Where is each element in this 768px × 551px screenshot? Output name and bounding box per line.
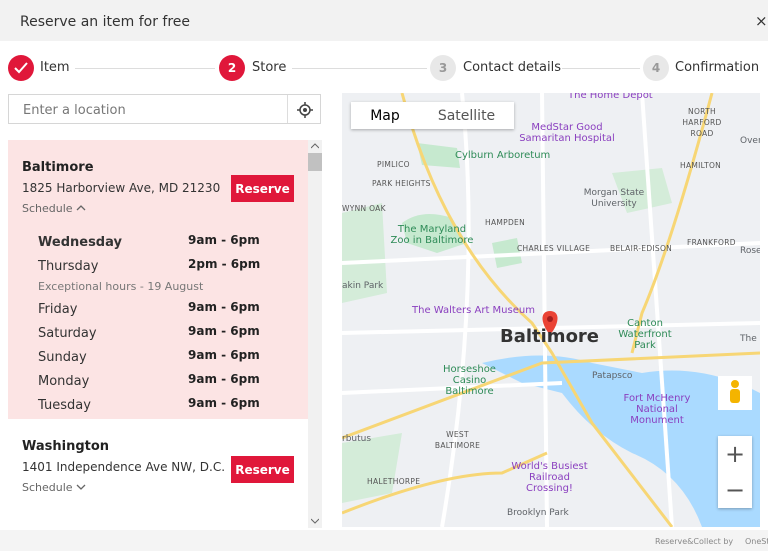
- schedule-day: Friday: [38, 302, 78, 317]
- step-connector: [75, 68, 215, 69]
- step-label: Confirmation: [675, 60, 760, 75]
- map-label: World's Busiest Railroad Crossing!: [511, 461, 588, 494]
- reserve-button[interactable]: Reserve: [231, 456, 294, 483]
- map-label: The Walters Art Museum: [412, 305, 535, 316]
- locate-button[interactable]: [297, 102, 313, 118]
- scroll-up[interactable]: [311, 143, 319, 149]
- map-label: The Maryland Zoo in Baltimore: [390, 224, 474, 246]
- schedule-hours: 9am - 6pm: [188, 233, 260, 247]
- map-label: HAMILTON: [680, 161, 722, 170]
- store-address: 1825 Harborview Ave, MD 21230: [22, 181, 221, 195]
- store-card[interactable]: Washington 1401 Independence Ave NW, D.C.…: [8, 419, 308, 519]
- map-label: Cylburn Arboretum: [455, 150, 551, 161]
- divider: [287, 95, 288, 123]
- map-label: Over: [740, 136, 760, 146]
- store-card[interactable]: Baltimore 1825 Harborview Ave, MD 21230 Re…: [8, 140, 308, 419]
- store-name: Washington: [22, 439, 110, 454]
- map-label: The Ho: [740, 334, 760, 344]
- footer-brand: OneSt: [745, 537, 768, 546]
- header: Reserve an item for free ×: [0, 0, 768, 41]
- map-label: Morgan State University: [583, 188, 645, 209]
- schedule-hours: 9am - 6pm: [188, 396, 260, 410]
- step-label: Contact details: [463, 60, 562, 75]
- footer: Reserve&Collect by OneSt: [0, 530, 768, 551]
- schedule-hours: 9am - 6pm: [188, 300, 260, 314]
- satellite-tab[interactable]: Satellite: [437, 107, 496, 124]
- scrollbar[interactable]: [308, 140, 322, 528]
- step-label: Item: [40, 60, 70, 75]
- map-label: WYNN OAK: [342, 204, 386, 213]
- map[interactable]: The Home Depot NORTH HARFORD ROAD MedStar …: [342, 93, 760, 527]
- schedule-toggle[interactable]: Schedule: [22, 481, 86, 494]
- check-icon: [14, 62, 28, 74]
- zoom-out[interactable]: −: [724, 476, 746, 504]
- map-label: HALETHORPE: [367, 477, 421, 486]
- step-connector: [292, 68, 427, 69]
- zoom-control: + −: [718, 436, 752, 508]
- caret-icon: [76, 484, 86, 490]
- close-button[interactable]: ×: [755, 12, 768, 30]
- map-label: MedStar Good Samaritan Hospital: [519, 122, 615, 144]
- step-number: 3: [430, 55, 456, 81]
- step-label: Store: [252, 60, 287, 75]
- dialog-title: Reserve an item for free: [20, 14, 191, 30]
- map-label: NORTH HARFORD ROAD: [682, 107, 722, 138]
- map-city-label: Baltimore: [500, 326, 600, 347]
- map-tab[interactable]: Map: [370, 107, 400, 124]
- schedule-hours: 9am - 6pm: [188, 324, 260, 338]
- map-canvas: [342, 93, 760, 527]
- schedule-day: Monday: [38, 374, 90, 389]
- location-search[interactable]: Enter a location: [8, 94, 321, 124]
- map-label: Fort McHenry National Monument: [623, 393, 691, 426]
- store-address: 1401 Independence Ave NW, D.C. 20: [22, 460, 227, 474]
- zoom-in[interactable]: +: [724, 440, 746, 468]
- map-label: CHARLES VILLAGE: [517, 244, 591, 253]
- map-label: The Home Depot: [568, 93, 653, 101]
- scroll-down[interactable]: [311, 518, 319, 524]
- schedule-hours: 9am - 6pm: [188, 372, 260, 386]
- store-name: Baltimore: [22, 160, 94, 175]
- search-placeholder: Enter a location: [23, 103, 126, 118]
- map-label: FRANKFORD: [687, 238, 736, 247]
- map-label: WEST BALTIMORE: [434, 430, 481, 450]
- schedule-day: Sunday: [38, 350, 87, 365]
- exception-note: Exceptional hours - 19 August: [38, 280, 204, 293]
- schedule-toggle[interactable]: Schedule: [22, 202, 86, 215]
- reserve-button[interactable]: Reserve: [231, 175, 294, 202]
- schedule-hours: 2pm - 6pm: [188, 257, 261, 271]
- schedule-day: Tuesday: [38, 398, 91, 413]
- step-number: 2: [219, 55, 245, 81]
- step-number: 4: [643, 55, 669, 81]
- map-label: BELAIR-EDISON: [610, 244, 673, 253]
- map-label: akin Park: [342, 281, 384, 291]
- map-label: PIMLICO: [377, 160, 410, 169]
- footer-credit: Reserve&Collect by: [655, 537, 734, 546]
- map-label: PARK HEIGHTS: [372, 179, 431, 188]
- caret-icon: [76, 205, 86, 211]
- map-label: Rose: [740, 246, 760, 256]
- map-label: Canton Waterfront Park: [618, 318, 672, 351]
- map-label: Brooklyn Park: [507, 508, 569, 518]
- schedule-hours: 9am - 6pm: [188, 348, 260, 362]
- map-label: rbutus: [342, 434, 372, 444]
- schedule-day: Thursday: [38, 259, 99, 274]
- schedule-day: Wednesday: [38, 235, 122, 250]
- step-done-icon: [8, 55, 34, 81]
- store-list: Baltimore 1825 Harborview Ave, MD 21230 Re…: [8, 140, 308, 528]
- scroll-thumb[interactable]: [308, 153, 322, 171]
- map-label: Horseshoe Casino Baltimore: [443, 364, 496, 397]
- schedule-day: Saturday: [38, 326, 97, 341]
- step-connector: [562, 68, 640, 69]
- map-type-control[interactable]: Map Satellite: [351, 102, 514, 129]
- map-label: HAMPDEN: [485, 218, 525, 227]
- map-pin[interactable]: [542, 311, 558, 335]
- map-label: Patapsco: [592, 371, 633, 381]
